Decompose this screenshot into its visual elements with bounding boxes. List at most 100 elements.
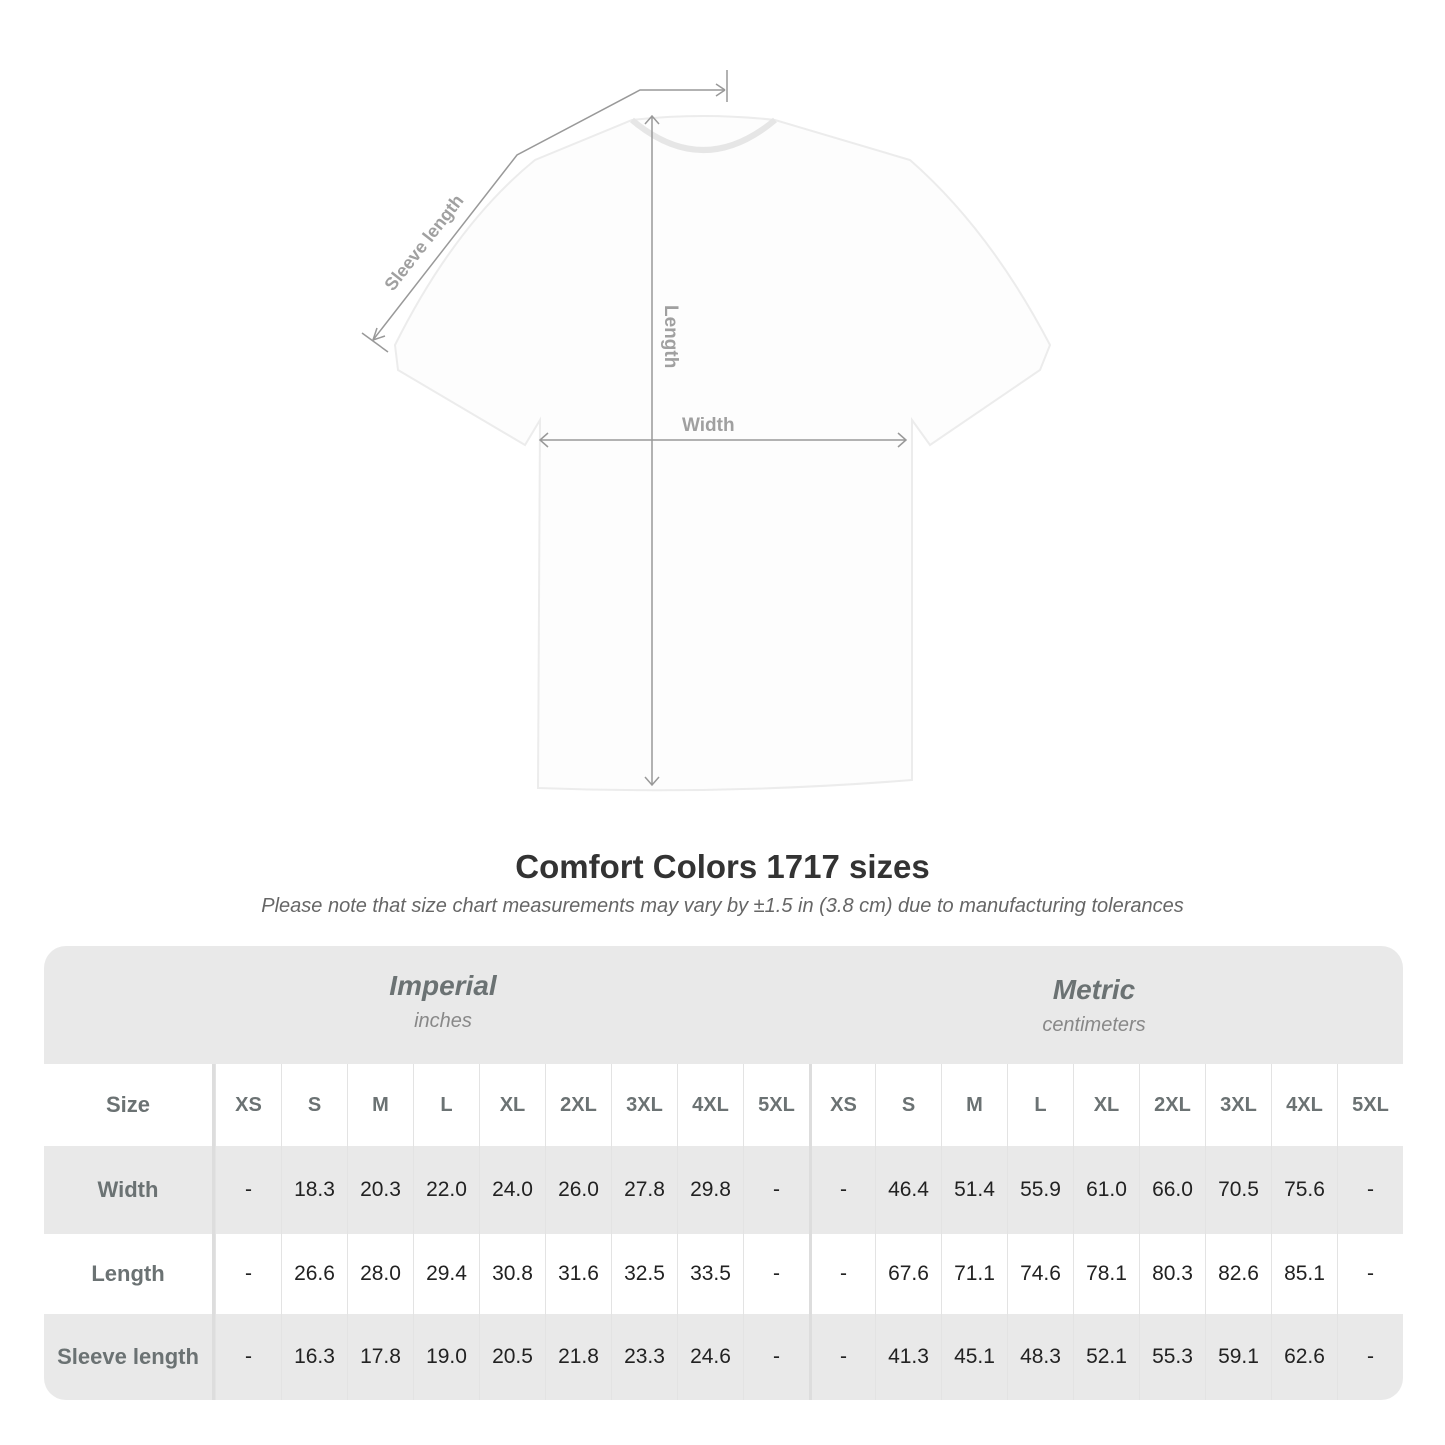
cell-imperial: 32.5 xyxy=(611,1234,677,1314)
size-label: Size xyxy=(44,1064,215,1146)
cell-metric: 67.6 xyxy=(875,1234,941,1314)
size-imperial-header: 3XL xyxy=(611,1064,677,1146)
table-row: Width -18.3 20.3 22.0 24.0 26.0 27.8 29.8- -46.4… xyxy=(44,1146,1403,1234)
size-table: Imperial inches Metric centimeters Size X… xyxy=(44,946,1403,1400)
cell-imperial: 24.6 xyxy=(677,1314,743,1400)
cell-imperial: 20.5 xyxy=(479,1314,545,1400)
cell-imperial: 33.5 xyxy=(677,1234,743,1314)
length-label: Length xyxy=(660,305,681,368)
tolerance-note: Please note that size chart measurements… xyxy=(261,895,1184,917)
width-line xyxy=(538,432,908,448)
cell-imperial: - xyxy=(215,1234,281,1314)
size-metric-header: XL xyxy=(1073,1064,1139,1146)
cell-metric: 48.3 xyxy=(1007,1314,1073,1400)
cell-imperial: 16.3 xyxy=(281,1314,347,1400)
cell-imperial: 27.8 xyxy=(611,1146,677,1234)
cell-imperial: 31.6 xyxy=(545,1234,611,1314)
cell-metric: - xyxy=(809,1314,875,1400)
imperial-unit: inches xyxy=(414,1010,472,1032)
cell-metric: 66.0 xyxy=(1139,1146,1205,1234)
cell-metric: 55.3 xyxy=(1139,1314,1205,1400)
cell-imperial: - xyxy=(743,1146,809,1234)
cell-metric: 51.4 xyxy=(941,1146,1007,1234)
row-label: Sleeve length xyxy=(44,1314,215,1400)
cell-imperial: 19.0 xyxy=(413,1314,479,1400)
size-metric-header: 5XL xyxy=(1337,1064,1403,1146)
imperial-header: Imperial inches xyxy=(215,970,671,1033)
cell-metric: 55.9 xyxy=(1007,1146,1073,1234)
page-title: Comfort Colors 1717 sizes xyxy=(515,848,930,885)
cell-imperial: - xyxy=(215,1314,281,1400)
cell-metric: 85.1 xyxy=(1271,1234,1337,1314)
cell-imperial: 17.8 xyxy=(347,1314,413,1400)
size-imperial-header: XS xyxy=(215,1064,281,1146)
width-label: Width xyxy=(682,415,735,436)
cell-metric: 41.3 xyxy=(875,1314,941,1400)
cell-metric: 46.4 xyxy=(875,1146,941,1234)
cell-metric: 80.3 xyxy=(1139,1234,1205,1314)
tshirt-image xyxy=(393,115,1052,792)
cell-imperial: - xyxy=(743,1234,809,1314)
metric-unit: centimeters xyxy=(1042,1014,1146,1036)
cell-imperial: 30.8 xyxy=(479,1234,545,1314)
table-row: Length -26.6 28.0 29.4 30.8 31.6 32.5 33.5- -67.… xyxy=(44,1234,1403,1314)
cell-imperial: 21.8 xyxy=(545,1314,611,1400)
cell-metric: 52.1 xyxy=(1073,1314,1139,1400)
cell-metric: 75.6 xyxy=(1271,1146,1337,1234)
cell-metric: 71.1 xyxy=(941,1234,1007,1314)
cell-imperial: 26.6 xyxy=(281,1234,347,1314)
sleeve-length-line xyxy=(372,89,725,341)
size-imperial-header: M xyxy=(347,1064,413,1146)
size-metric-header: XS xyxy=(809,1064,875,1146)
cell-metric: 59.1 xyxy=(1205,1314,1271,1400)
size-metric-header: M xyxy=(941,1064,1007,1146)
row-label: Width xyxy=(44,1146,215,1234)
cell-imperial: 28.0 xyxy=(347,1234,413,1314)
cell-imperial: 24.0 xyxy=(479,1146,545,1234)
metric-title: Metric xyxy=(1052,974,1136,1005)
cell-imperial: 18.3 xyxy=(281,1146,347,1234)
table-row: Sleeve length -16.3 17.8 19.0 20.5 21.8 23.3 24… xyxy=(44,1314,1403,1400)
size-imperial-header: XL xyxy=(479,1064,545,1146)
cell-metric: 78.1 xyxy=(1073,1234,1139,1314)
size-metric-header: L xyxy=(1007,1064,1073,1146)
metric-header: Metric centimeters xyxy=(809,974,1379,1037)
size-imperial-header: L xyxy=(413,1064,479,1146)
cell-metric: - xyxy=(1337,1146,1403,1234)
cell-imperial: 26.0 xyxy=(545,1146,611,1234)
table-header: Imperial inches Metric centimeters xyxy=(44,946,1403,1064)
cell-metric: - xyxy=(1337,1234,1403,1314)
size-metric-header: 2XL xyxy=(1139,1064,1205,1146)
cell-metric: - xyxy=(1337,1314,1403,1400)
cell-metric: 70.5 xyxy=(1205,1146,1271,1234)
size-imperial-header: 5XL xyxy=(743,1064,809,1146)
size-header-row: Size XS S M L XL 2XL 3XL 4XL 5XL XS S M L XL 2XL 3XL 4XL 5… xyxy=(44,1064,1403,1146)
cell-metric: 45.1 xyxy=(941,1314,1007,1400)
size-imperial-header: S xyxy=(281,1064,347,1146)
tshirt-diagram: Sleeve length Length Width xyxy=(361,70,1052,792)
size-imperial-header: 2XL xyxy=(545,1064,611,1146)
cell-metric: - xyxy=(809,1146,875,1234)
collar xyxy=(630,117,777,153)
cell-metric: 74.6 xyxy=(1007,1234,1073,1314)
cell-metric: 62.6 xyxy=(1271,1314,1337,1400)
cell-imperial: 29.4 xyxy=(413,1234,479,1314)
length-line xyxy=(644,114,660,787)
size-metric-header: S xyxy=(875,1064,941,1146)
cell-imperial: 29.8 xyxy=(677,1146,743,1234)
cell-imperial: 20.3 xyxy=(347,1146,413,1234)
size-metric-header: 4XL xyxy=(1271,1064,1337,1146)
cell-metric: 61.0 xyxy=(1073,1146,1139,1234)
cell-imperial: 23.3 xyxy=(611,1314,677,1400)
cell-imperial: - xyxy=(215,1146,281,1234)
cell-imperial: - xyxy=(743,1314,809,1400)
size-metric-header: 3XL xyxy=(1205,1064,1271,1146)
sleeve-arrow-icon xyxy=(372,83,726,341)
sleeve-tick-bottom xyxy=(361,332,389,353)
cell-metric: 82.6 xyxy=(1205,1234,1271,1314)
row-label: Length xyxy=(44,1234,215,1314)
cell-metric: - xyxy=(809,1234,875,1314)
cell-imperial: 22.0 xyxy=(413,1146,479,1234)
size-imperial-header: 4XL xyxy=(677,1064,743,1146)
imperial-title: Imperial xyxy=(389,970,497,1001)
